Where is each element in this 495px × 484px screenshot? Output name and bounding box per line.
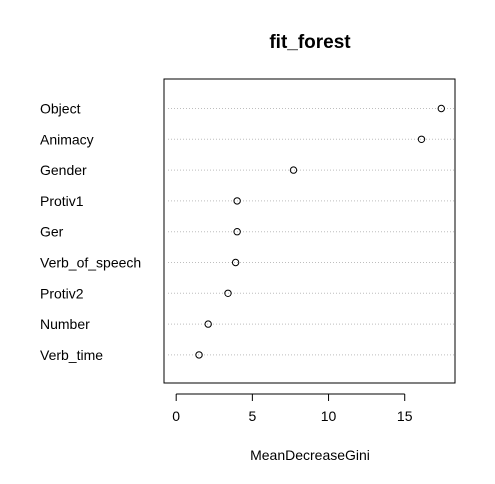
x-tick-label: 5	[248, 408, 256, 424]
data-point	[231, 258, 240, 267]
category-label: Ger	[40, 224, 64, 240]
data-points	[195, 104, 445, 359]
x-axis: 0 5 10 15	[172, 393, 413, 424]
x-tick-label: 0	[172, 408, 180, 424]
category-label: Protiv1	[40, 193, 84, 209]
category-labels: Object Animacy Gender Protiv1 Ger Verb_of_spe…	[40, 101, 141, 363]
category-label: Verb_of_speech	[40, 255, 141, 271]
data-point	[417, 135, 426, 144]
category-label: Object	[40, 101, 81, 117]
category-label: Gender	[40, 162, 87, 178]
data-point	[289, 166, 298, 174]
x-tick-label: 10	[321, 408, 337, 424]
x-axis-label: MeanDecreaseGini	[250, 447, 370, 463]
chart-title: fit_forest	[269, 32, 351, 53]
data-point	[195, 351, 203, 359]
grid-lines	[168, 108, 454, 356]
category-label: Number	[40, 316, 90, 332]
plot-frame	[163, 78, 456, 384]
data-point	[224, 289, 232, 297]
x-tick-label: 15	[397, 408, 413, 424]
category-label: Verb_time	[40, 347, 103, 363]
data-point	[437, 104, 445, 113]
data-point	[233, 197, 241, 205]
category-label: Animacy	[40, 131, 94, 147]
data-point	[204, 320, 212, 328]
category-label: Protiv2	[40, 285, 84, 301]
data-point	[233, 228, 241, 236]
